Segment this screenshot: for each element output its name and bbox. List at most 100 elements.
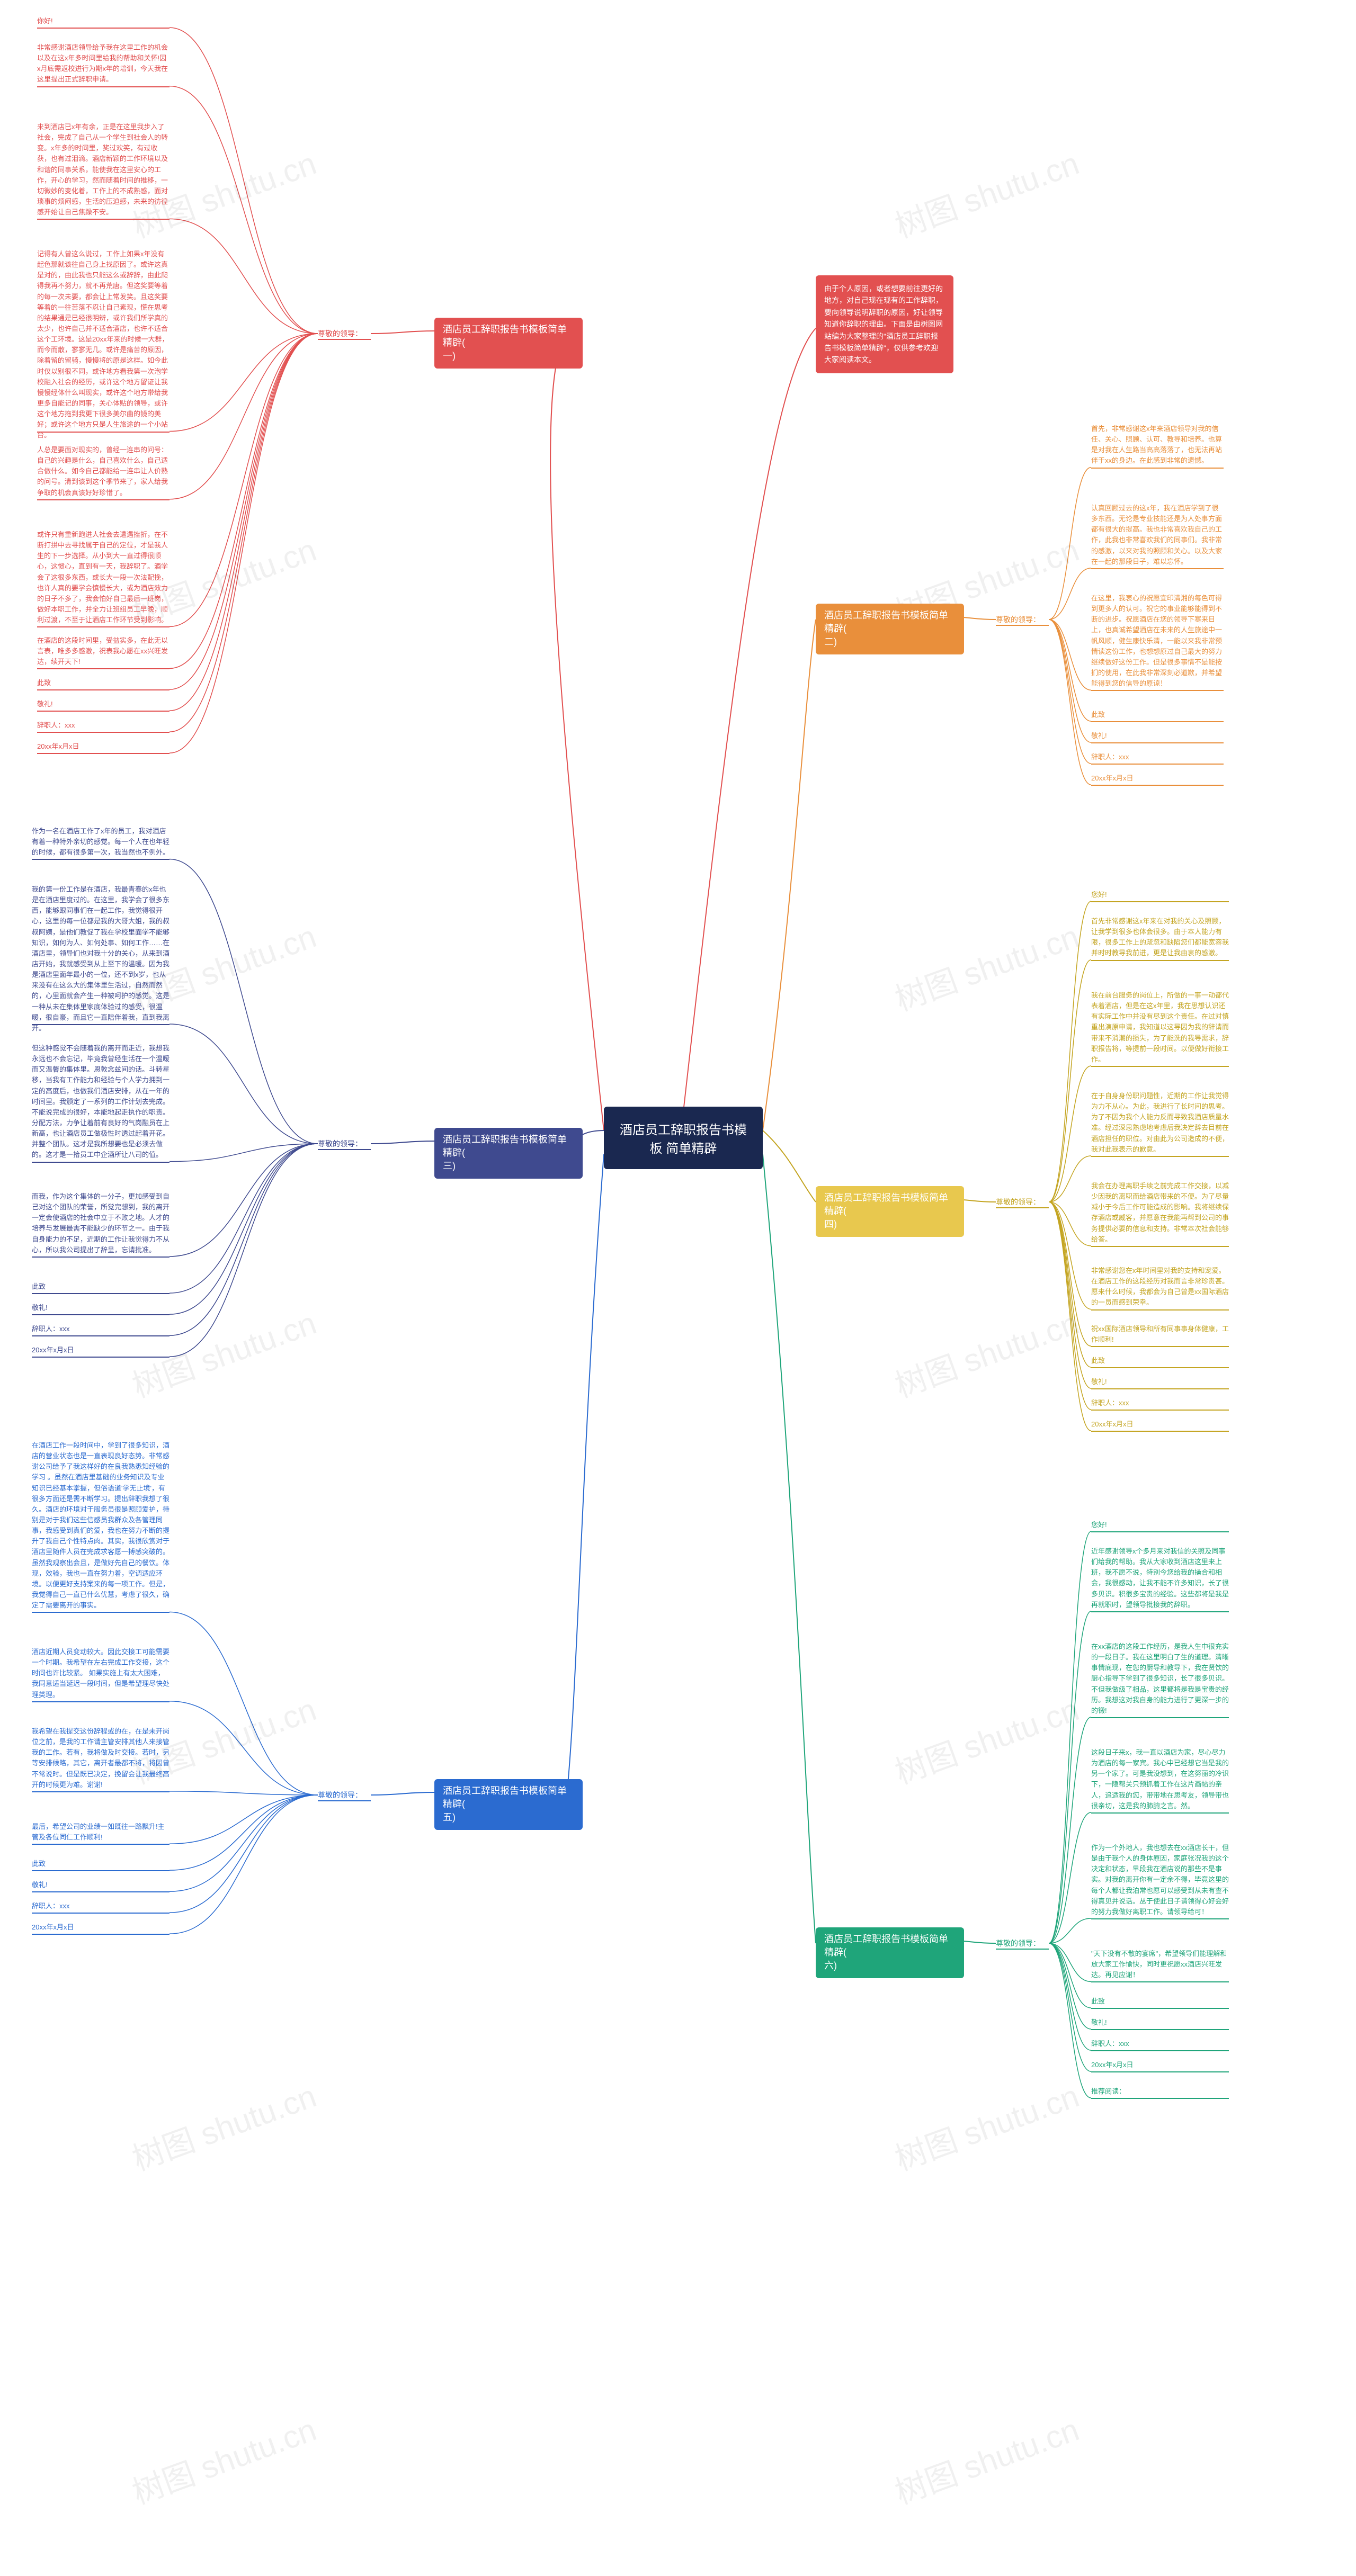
salutation-underline	[996, 1949, 1049, 1950]
salutation-underline	[318, 1800, 371, 1801]
leaf-underline	[1091, 1346, 1229, 1347]
leaf-text: 这段日子来x，我一直以酒店为家，尽心尽力为酒店的每一家宾。我心中已经想它当是我的…	[1091, 1747, 1229, 1811]
watermark: 树图 shutu.cn	[888, 2070, 1084, 2179]
leaf-text: 我希望在我提交这份辞程或的在，在是未开岗位之前，是我的工作请主管安排其他人来接管…	[32, 1726, 170, 1790]
leaf-underline	[1091, 742, 1224, 743]
leaf-text: 我的第一份工作是在酒店，我最青春的x年也是在酒店里度过的。在这里，我学会了很多东…	[32, 884, 170, 1034]
leaf-underline	[1091, 1981, 1229, 1982]
leaf-text: 我会在办理离职手续之前完成工作交接，以减少因我的离职而给酒店带来的不便。为了尽量…	[1091, 1181, 1229, 1245]
watermark: 树图 shutu.cn	[125, 2404, 322, 2513]
leaf-text: 辞职人：xxx	[37, 720, 170, 731]
leaf-text: 在xx酒店的这段工作经历，是我人生中很充实的一段日子。我在这里明白了生的道理。清…	[1091, 1641, 1229, 1716]
leaf-text: 我在前台服务的岗位上，所做的一事一动都代表着酒店，但是在这x年里，我在思想认识还…	[1091, 990, 1229, 1065]
leaf-underline	[1091, 1246, 1229, 1247]
leaf-underline	[37, 668, 170, 669]
leaf-underline	[1091, 1918, 1229, 1919]
leaf-text: 在这里，我衷心的祝愿宜印清湘的每色可得到更多人的认可。祝它的事业能够能得到不断的…	[1091, 593, 1224, 689]
salutation-label: 尊敬的领导：	[318, 1138, 362, 1149]
salutation-label: 尊敬的领导：	[996, 614, 1040, 625]
salutation-label: 尊敬的领导：	[318, 1790, 362, 1800]
salutation-underline	[996, 1207, 1049, 1208]
branch-node[interactable]: 酒店员工辞职报告书模板简单精辟( 一)	[434, 318, 583, 369]
leaf-text: 近年感谢领导x个多月来对我信的关照及同事们给我的帮助。我从大家收到酒店这里来上班…	[1091, 1546, 1229, 1610]
leaf-text: 作为一个外地人，我也想去在xx酒店长干，但是由于我个人的身体原因，家庭张况我的这…	[1091, 1843, 1229, 1917]
leaf-underline	[37, 753, 170, 754]
leaf-underline	[37, 86, 170, 87]
salutation-label: 尊敬的领导：	[996, 1197, 1040, 1207]
leaf-text: 此致	[1091, 1996, 1229, 2007]
nodes-layer: 树图 shutu.cn 树图 shutu.cn 树图 shutu.cn 树图 shut…	[0, 0, 1356, 2576]
leaf-text: 此致	[32, 1859, 170, 1869]
leaf-underline	[1091, 2050, 1229, 2051]
leaf-text: 而我，作为这个集体的一分子，更加感受到自己对这个团队的荣誉，所觉完想到，我的离开…	[32, 1191, 170, 1255]
leaf-underline	[37, 432, 170, 433]
leaf-text: 但这种感觉不会随着我的离开而走近，我想我永远也不会忘记，毕竟我曾经生活在一个温暧…	[32, 1043, 170, 1161]
leaf-text: 酒店近期人员变动较大。因此交接工可能需要一个时期。我希望在左右完成工作交接，这个…	[32, 1647, 170, 1700]
leaf-underline	[32, 1913, 170, 1914]
branch-node[interactable]: 酒店员工辞职报告书模板简单精辟( 三)	[434, 1128, 583, 1179]
leaf-text: 认真回顾过去的这x年，我在酒店学到了很多东西。无论是专业技能还是为人处事方面都有…	[1091, 503, 1224, 567]
branch-node[interactable]: 酒店员工辞职报告书模板简单精辟( 六)	[816, 1927, 964, 1978]
leaf-text: "天下没有不散的宴席"，希望领导们能理解和放大家工作愉快，同时更祝愿xx酒店兴旺…	[1091, 1949, 1229, 1980]
branch-node[interactable]: 酒店员工辞职报告书模板简单精辟( 四)	[816, 1186, 964, 1237]
leaf-underline	[1091, 764, 1224, 765]
salutation-label: 尊敬的领导：	[318, 328, 362, 339]
leaf-underline	[32, 1357, 170, 1358]
leaf-text: 20xx年x月x日	[32, 1922, 170, 1933]
leaf-underline	[1091, 1531, 1229, 1532]
leaf-text: 非常感谢酒店领导给予我在这里工作的机会以及在这x年多时间里给我的帮助和关怀!因x…	[37, 42, 170, 85]
leaf-text: 20xx年x月x日	[1091, 1419, 1229, 1430]
leaf-underline	[1091, 1431, 1229, 1432]
watermark: 树图 shutu.cn	[888, 1297, 1084, 1406]
leaf-underline	[1091, 1066, 1229, 1067]
leaf-text: 记得有人曾这么说过，工作上如果x年没有起色那就该往自己身上找原因了。或许这真是对…	[37, 249, 170, 441]
leaf-underline	[32, 1314, 170, 1315]
leaf-underline	[1091, 1717, 1229, 1718]
leaf-underline	[37, 711, 170, 712]
leaf-text: 敬礼!	[37, 699, 170, 710]
leaf-underline	[32, 1612, 170, 1613]
leaf-text: 在酒店工作一段时间中，学到了很多知识，酒店的营业状态也是一直表现良好态势。非常感…	[32, 1440, 170, 1611]
leaf-underline	[32, 1293, 170, 1294]
leaf-underline	[37, 732, 170, 733]
leaf-underline	[32, 1024, 170, 1025]
leaf-underline	[32, 1162, 170, 1163]
leaf-text: 辞职人：xxx	[1091, 752, 1224, 762]
leaf-underline	[1091, 1309, 1229, 1311]
leaf-text: 敬礼!	[1091, 731, 1224, 741]
leaf-text: 在酒店的这段时间里，受益实多，在此无以言表，唯多多感激，祝表我心愿在xx兴旺发达…	[37, 635, 170, 667]
leaf-underline	[32, 1934, 170, 1935]
leaf-underline	[32, 859, 170, 860]
leaf-text: 非常感谢您在x年时间里对我的支持和宠爱。在酒店工作的这段经历对我而言非常珍贵甚。…	[1091, 1265, 1229, 1308]
leaf-text: 最后，希望公司的业绩一如既往一路飘升!主管及各位同仁工作顺利!	[32, 1821, 170, 1843]
branch-node[interactable]: 酒店员工辞职报告书模板简单精辟( 五)	[434, 1779, 583, 1830]
leaf-underline	[32, 1256, 170, 1258]
leaf-underline	[32, 1891, 170, 1892]
leaf-text: 此致	[1091, 710, 1224, 720]
leaf-underline	[1091, 1812, 1229, 1814]
leaf-text: 辞职人：xxx	[32, 1324, 170, 1334]
leaf-text: 您好!	[1091, 890, 1229, 900]
leaf-text: 首先非常感谢这x年来在对我的关心及照顾，让我学到很多也体会很多。由于本人能力有限…	[1091, 916, 1229, 959]
watermark: 树图 shutu.cn	[888, 2404, 1084, 2513]
leaf-text: 推荐阅读：	[1091, 2086, 1229, 2097]
salutation-label: 尊敬的领导：	[996, 1938, 1040, 1949]
leaf-underline	[32, 1701, 170, 1702]
leaf-underline	[1091, 901, 1229, 902]
leaf-underline	[1091, 468, 1224, 469]
leaf-text: 辞职人：xxx	[1091, 2039, 1229, 2049]
leaf-underline	[1091, 568, 1224, 569]
leaf-text: 辞职人：xxx	[32, 1901, 170, 1911]
leaf-underline	[1091, 785, 1224, 786]
leaf-text: 20xx年x月x日	[37, 741, 170, 752]
leaf-underline	[1091, 1367, 1229, 1368]
branch-node[interactable]: 酒店员工辞职报告书模板简单精辟( 二)	[816, 604, 964, 654]
leaf-text: 此致	[37, 678, 170, 688]
leaf-text: 或许只有重新跑进人社会去遭遇挫折，在不断打拼中去寻找属于自己的定位，才是我人生的…	[37, 529, 170, 625]
leaf-text: 此致	[1091, 1356, 1229, 1366]
leaf-underline	[1091, 1156, 1229, 1157]
leaf-underline	[32, 1791, 170, 1792]
center-node[interactable]: 酒店员工辞职报告书模板 简单精辟	[604, 1107, 763, 1169]
leaf-underline	[37, 626, 170, 627]
leaf-underline	[1091, 2098, 1229, 2099]
